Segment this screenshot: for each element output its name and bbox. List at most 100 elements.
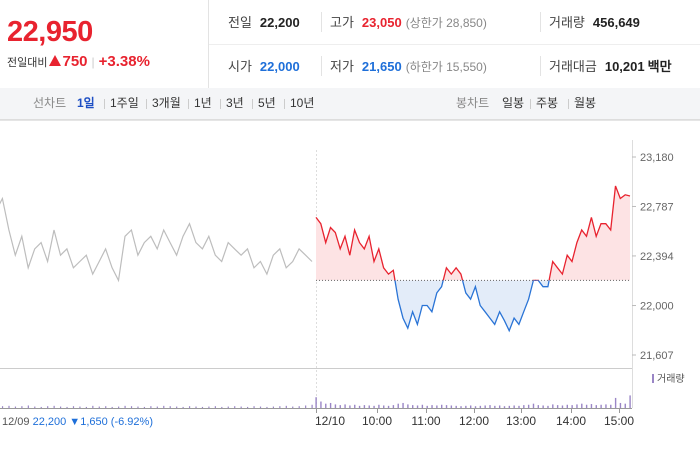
period-tab[interactable]: 3개월 — [152, 96, 181, 110]
volume-bar — [21, 406, 23, 408]
divider — [540, 56, 541, 76]
volume-bar — [118, 406, 120, 408]
stat-value: 23,050 — [361, 15, 402, 30]
volume-bar — [59, 406, 62, 408]
legend-swatch — [652, 374, 654, 383]
volume-bar — [542, 405, 544, 408]
period-tab[interactable]: 1일 — [77, 96, 95, 110]
volume-bar — [619, 402, 622, 408]
volume-bar — [40, 406, 42, 408]
volume-bar — [363, 405, 366, 408]
volume-bar — [595, 405, 597, 408]
candle-tab[interactable]: 월봉 — [574, 96, 597, 110]
volume-bar — [208, 406, 210, 408]
stat-value: 21,650 — [361, 59, 402, 74]
volume-bar — [150, 406, 152, 408]
y-tick-label: 22,787 — [640, 201, 674, 213]
period-tab[interactable]: 3년 — [226, 96, 244, 110]
divider — [540, 12, 541, 32]
note-part: 22,200 — [33, 416, 67, 428]
volume-bar — [130, 406, 133, 408]
volume-bar — [234, 406, 236, 408]
volume-bar — [508, 405, 511, 408]
volume-bar — [426, 405, 428, 408]
volume-bar — [176, 406, 178, 408]
tab-divider — [530, 99, 531, 109]
volume-bar — [494, 405, 496, 408]
volume-bar — [585, 404, 588, 408]
volume-bar — [354, 404, 356, 408]
up-line — [315, 185, 631, 281]
tab-divider — [568, 99, 569, 109]
volume-bar — [27, 405, 29, 408]
volume-bar — [188, 406, 191, 408]
volume-bar — [315, 397, 317, 408]
tab-divider — [146, 99, 147, 109]
note-part: ▼ — [66, 416, 80, 428]
stat-value: 10,201 — [604, 59, 645, 74]
volume-bar — [105, 406, 107, 408]
stat-unit: 백만 — [647, 59, 672, 74]
volume-bar — [163, 405, 165, 408]
volume-bar — [227, 406, 229, 408]
candle-tab[interactable]: 일봉 — [502, 96, 525, 110]
volume-bar — [610, 404, 612, 408]
stats-row: 시가 22,000 저가 21,650 (하한가 15,550) 거래대금 10,201… — [209, 44, 700, 88]
volume-bar — [253, 406, 255, 408]
period-tab[interactable]: 10년 — [290, 96, 315, 110]
stat: 저가 21,650 (하한가 15,550) — [330, 44, 487, 88]
x-tick-label: 11:00 — [411, 414, 440, 428]
y-tick-label: 22,000 — [640, 301, 674, 313]
stat-label: 시가 — [228, 59, 252, 74]
volume-bar — [571, 405, 573, 408]
volume-bar — [221, 406, 223, 408]
volume-bar — [339, 405, 341, 408]
volume-bar — [547, 405, 549, 408]
volume-bar — [503, 406, 506, 408]
volume-bar — [47, 406, 49, 408]
volume-bar — [450, 405, 453, 408]
volume-bar — [624, 403, 626, 408]
volume-bar — [320, 401, 322, 408]
stat: 시가 22,000 — [228, 44, 300, 88]
x-tick-label: 13:00 — [506, 414, 536, 428]
volume-bar — [240, 406, 242, 408]
up-area — [316, 186, 630, 281]
note-part: 12/09 — [2, 416, 30, 428]
volume-bar — [247, 406, 249, 408]
stat-note: (하한가 15,550) — [405, 60, 487, 74]
volume-bar — [53, 405, 55, 408]
period-tab[interactable]: 1주일 — [110, 96, 139, 110]
volume-bar — [489, 405, 491, 408]
volume-bar — [259, 406, 262, 408]
separator: | — [91, 55, 95, 69]
volume-bar — [523, 405, 525, 408]
volume-bar — [66, 406, 68, 408]
candle-tab[interactable]: 주봉 — [536, 96, 559, 110]
volume-bar — [214, 406, 216, 408]
volume-bar — [445, 405, 448, 408]
volume-bar — [325, 403, 327, 408]
volume-bar — [537, 405, 540, 408]
x-tick-label: 12/10 — [315, 414, 345, 428]
volume-bar — [469, 405, 472, 408]
tab-divider — [220, 99, 221, 109]
up-arrow — [49, 55, 62, 66]
period-tab[interactable]: 1년 — [194, 96, 212, 110]
volume-bar — [513, 405, 515, 408]
volume-bar — [383, 405, 385, 408]
stat: 거래량 456,649 — [549, 0, 640, 44]
volume-bar — [474, 406, 477, 408]
volume-bar — [556, 405, 559, 408]
volume-bar — [272, 406, 275, 408]
stats-row: 전일 22,200 고가 23,050 (상한가 28,850) 거래량 456,649 — [209, 0, 700, 45]
volume-bar — [629, 395, 631, 408]
volume-bar — [156, 406, 158, 408]
period-tab[interactable]: 5년 — [258, 96, 276, 110]
period-tabs: 선차트 봉차트 1일 1주일 3개월 1년 3년 5년 10년 일봉 주봉 월봉 — [0, 88, 700, 120]
volume-bar — [378, 404, 380, 408]
x-tick-label: 10:00 — [362, 414, 392, 428]
volume-bar — [387, 405, 390, 408]
tab-group-label: 선차트 — [33, 96, 67, 110]
